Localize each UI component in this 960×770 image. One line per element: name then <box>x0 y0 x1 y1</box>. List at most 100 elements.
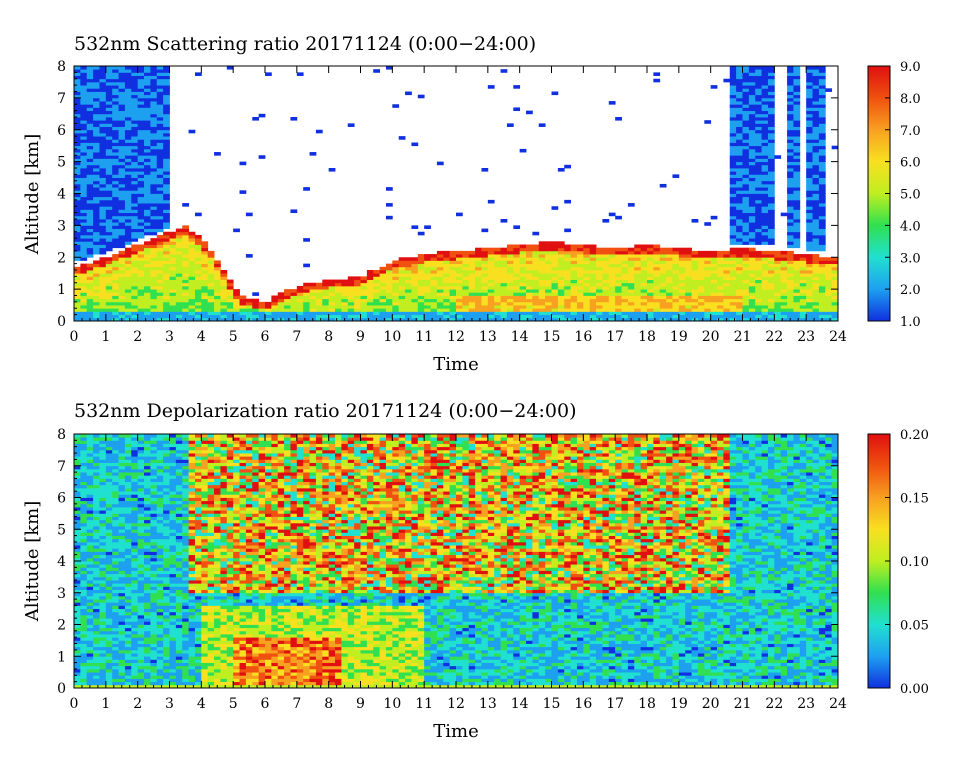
heatmap-cell <box>742 91 750 96</box>
heatmap-cell <box>131 110 139 115</box>
heatmap-cell <box>570 314 578 319</box>
heatmap-cell <box>398 314 406 319</box>
heatmap-cell <box>80 75 88 80</box>
heatmap-cell <box>748 203 756 207</box>
heatmap-cell <box>303 295 310 300</box>
heatmap-cell <box>729 174 737 178</box>
heatmap-cell <box>748 123 756 127</box>
heatmap-cell <box>163 66 170 70</box>
heatmap-cell <box>787 289 794 293</box>
heatmap-cell <box>124 516 132 521</box>
heatmap-cell <box>271 317 279 321</box>
heatmap-cell <box>131 298 139 303</box>
heatmap-cell <box>602 305 610 309</box>
heatmap-cell <box>742 212 750 217</box>
heatmap-cell <box>99 101 107 105</box>
heatmap-cell <box>150 171 158 175</box>
heatmap-cell <box>787 72 794 76</box>
heatmap-cell <box>748 158 756 163</box>
heatmap-cell <box>366 317 374 321</box>
heatmap-cell <box>500 311 508 316</box>
heatmap-cell <box>736 317 743 321</box>
heatmap-cell <box>615 279 622 284</box>
heatmap-cell <box>666 305 673 309</box>
heatmap-cell <box>93 270 100 274</box>
heatmap-cell <box>86 139 94 143</box>
heatmap-cell <box>398 282 406 287</box>
heatmap-cell <box>526 250 533 255</box>
heatmap-cell <box>564 260 571 265</box>
heatmap-cell <box>144 215 151 220</box>
heatmap-cell <box>424 305 431 309</box>
heatmap-cell <box>736 168 743 172</box>
heatmap-cell <box>729 215 737 220</box>
heatmap-cell <box>80 244 88 249</box>
heatmap-cell <box>748 155 756 159</box>
heatmap-cell <box>105 209 113 214</box>
heatmap-cell <box>557 282 565 287</box>
heatmap-cell <box>755 91 762 96</box>
heatmap-cell <box>659 282 667 287</box>
heatmap-cell <box>443 308 451 312</box>
heatmap-cell <box>74 497 81 502</box>
heatmap-cell <box>118 311 126 316</box>
heatmap-cell <box>131 113 139 118</box>
heatmap-cell <box>80 487 88 492</box>
heatmap-cell <box>818 219 826 223</box>
heatmap-cell <box>309 298 317 303</box>
heatmap-cell <box>93 222 100 226</box>
heatmap-cell <box>742 196 750 201</box>
heatmap-cell <box>787 193 794 198</box>
heatmap-cell <box>755 136 762 140</box>
heatmap-cell <box>80 126 88 131</box>
heatmap-cell <box>74 66 81 70</box>
heatmap-cell <box>354 311 361 316</box>
heatmap-cell <box>398 260 406 265</box>
heatmap-cell <box>487 305 495 309</box>
heatmap-cell <box>475 289 482 293</box>
heatmap-cell <box>787 145 794 150</box>
heatmap-cell <box>182 257 189 261</box>
heatmap-cell <box>93 148 100 153</box>
heatmap-cell <box>806 75 813 80</box>
heatmap-cell <box>761 260 769 265</box>
heatmap-cell <box>500 308 508 312</box>
heatmap-cell <box>74 91 81 96</box>
heatmap-cell <box>417 298 425 303</box>
heatmap-cell <box>99 646 107 651</box>
heatmap-cell <box>755 94 762 99</box>
heatmap-cell <box>74 627 81 632</box>
heatmap-cell <box>105 183 113 188</box>
heatmap-cell <box>767 215 775 220</box>
heatmap-cell <box>80 649 88 654</box>
heatmap-cell <box>812 145 820 150</box>
heatmap-cell <box>169 295 177 300</box>
heatmap-cell <box>105 510 113 514</box>
heatmap-cell <box>93 678 100 683</box>
heatmap-cell <box>366 301 374 306</box>
heatmap-cell <box>118 659 126 663</box>
heatmap-cell <box>137 244 145 249</box>
heatmap-cell <box>799 276 807 280</box>
heatmap-cell <box>385 298 393 303</box>
heatmap-cell <box>761 295 769 300</box>
heatmap-cell <box>818 152 826 156</box>
heatmap-cell <box>557 250 565 255</box>
heatmap-cell <box>742 199 750 204</box>
heatmap-cell <box>736 126 743 131</box>
heatmap-cell <box>373 285 380 290</box>
heatmap-cell <box>799 305 807 309</box>
heatmap-cell <box>163 120 170 124</box>
heatmap-cell <box>163 81 170 86</box>
heatmap-cell <box>354 292 361 296</box>
heatmap-cell <box>481 254 489 258</box>
heatmap-cell <box>430 276 438 280</box>
heatmap-cell <box>118 136 126 140</box>
heatmap-cell <box>729 180 737 185</box>
heatmap-cell <box>258 155 266 159</box>
heatmap-cell <box>468 314 476 319</box>
heatmap-cell <box>93 263 100 268</box>
heatmap-cell <box>105 672 113 676</box>
heatmap-cell <box>131 244 139 249</box>
heatmap-cell <box>787 136 794 140</box>
